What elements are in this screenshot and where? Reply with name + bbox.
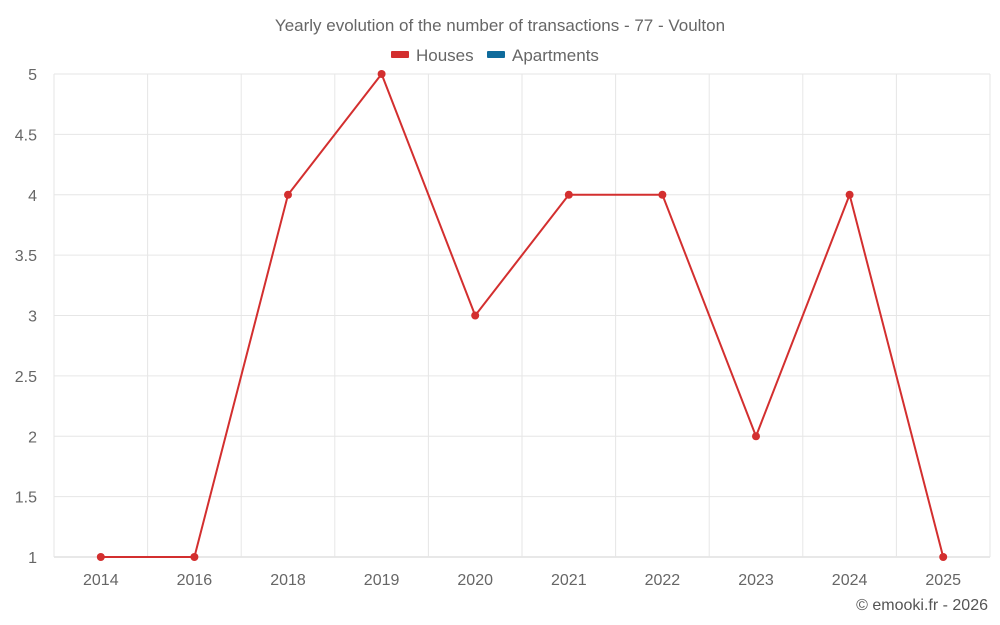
y-axis: 1 1.5 2 2.5 3 3.5 4 4.5 5 — [15, 67, 37, 567]
data-point-houses[interactable] — [471, 311, 480, 320]
x-tick-label: 2014 — [83, 572, 119, 589]
data-point-houses[interactable] — [377, 70, 386, 78]
x-tick-label: 2024 — [832, 572, 868, 589]
y-tick-label: 2.5 — [15, 369, 37, 386]
x-tick-label: 2020 — [457, 572, 493, 589]
y-tick-label: 1.5 — [15, 490, 37, 507]
y-tick-label: 5 — [28, 67, 37, 84]
x-tick-label: 2016 — [177, 572, 213, 589]
x-axis: 2014 2016 2018 2019 2020 2021 2022 2023 2024 2025 — [83, 572, 961, 589]
series-line-houses — [100, 73, 945, 558]
x-tick-label: 2023 — [738, 572, 774, 589]
data-point-houses[interactable] — [284, 190, 292, 199]
legend-label-houses: Houses — [416, 46, 474, 65]
credit-text: © emooki.fr - 2026 — [856, 597, 988, 614]
legend: Houses Apartments — [391, 46, 599, 65]
legend-swatch-apartments — [487, 51, 505, 58]
x-tick-label: 2021 — [551, 572, 587, 589]
data-point-houses[interactable] — [96, 553, 105, 561]
y-tick-label: 3 — [28, 309, 37, 326]
x-tick-label: 2019 — [364, 572, 400, 589]
x-tick-label: 2022 — [645, 572, 681, 589]
data-point-houses[interactable] — [939, 553, 948, 561]
legend-item-apartments[interactable]: Apartments — [487, 46, 599, 65]
y-tick-label: 1 — [28, 550, 37, 567]
legend-item-houses[interactable]: Houses — [391, 46, 474, 65]
y-tick-label: 2 — [28, 429, 37, 446]
data-point-houses[interactable] — [564, 190, 573, 199]
data-point-houses[interactable] — [190, 553, 199, 561]
data-point-houses[interactable] — [845, 190, 854, 199]
series-houses — [96, 70, 948, 561]
grid — [53, 73, 991, 558]
y-tick-label: 4 — [28, 188, 37, 205]
data-point-houses[interactable] — [658, 190, 667, 199]
legend-label-apartments: Apartments — [512, 46, 599, 65]
y-tick-label: 3.5 — [15, 248, 37, 265]
legend-swatch-houses — [391, 51, 409, 58]
x-tick-label: 2018 — [270, 572, 306, 589]
y-tick-label: 4.5 — [15, 127, 37, 144]
data-point-houses[interactable] — [752, 432, 760, 441]
x-tick-label: 2025 — [925, 572, 961, 589]
chart-title: Yearly evolution of the number of transa… — [275, 16, 725, 35]
